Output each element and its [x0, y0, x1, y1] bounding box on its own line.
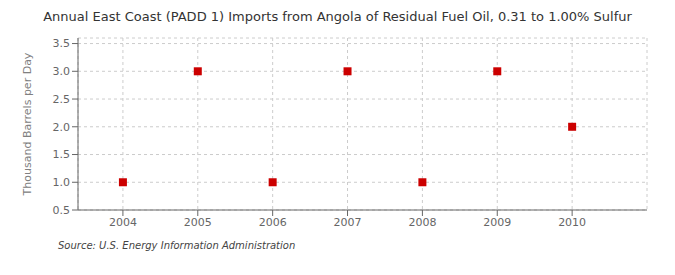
svg-text:2.0: 2.0 [53, 121, 71, 134]
svg-text:2.5: 2.5 [53, 93, 71, 106]
svg-text:2006: 2006 [259, 216, 287, 229]
svg-text:1.0: 1.0 [53, 176, 71, 189]
svg-text:3.0: 3.0 [53, 65, 71, 78]
svg-text:1.5: 1.5 [53, 148, 71, 161]
svg-text:Thousand Barrels per Day: Thousand Barrels per Day [21, 52, 34, 196]
svg-text:2010: 2010 [558, 216, 586, 229]
svg-text:2007: 2007 [334, 216, 362, 229]
svg-text:2004: 2004 [109, 216, 137, 229]
html-text:Annual East Coast (PADD 1) Imp: Annual East Coast (PADD 1) Imports from … [43, 9, 632, 24]
svg-text:2008: 2008 [408, 216, 436, 229]
svg-text:2005: 2005 [184, 216, 212, 229]
svg-text:2009: 2009 [483, 216, 511, 229]
svg-text:3.5: 3.5 [53, 37, 71, 50]
svg-text:0.5: 0.5 [53, 204, 71, 217]
html-text:Source: U.S. Energy Informatio: Source: U.S. Energy Information Administ… [58, 240, 296, 251]
